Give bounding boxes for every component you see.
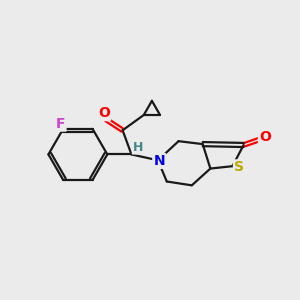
Text: O: O (98, 106, 110, 120)
Text: S: S (234, 160, 244, 174)
Text: H: H (133, 141, 143, 154)
Text: N: N (153, 154, 165, 168)
Text: O: O (259, 130, 271, 144)
Text: F: F (56, 117, 65, 130)
